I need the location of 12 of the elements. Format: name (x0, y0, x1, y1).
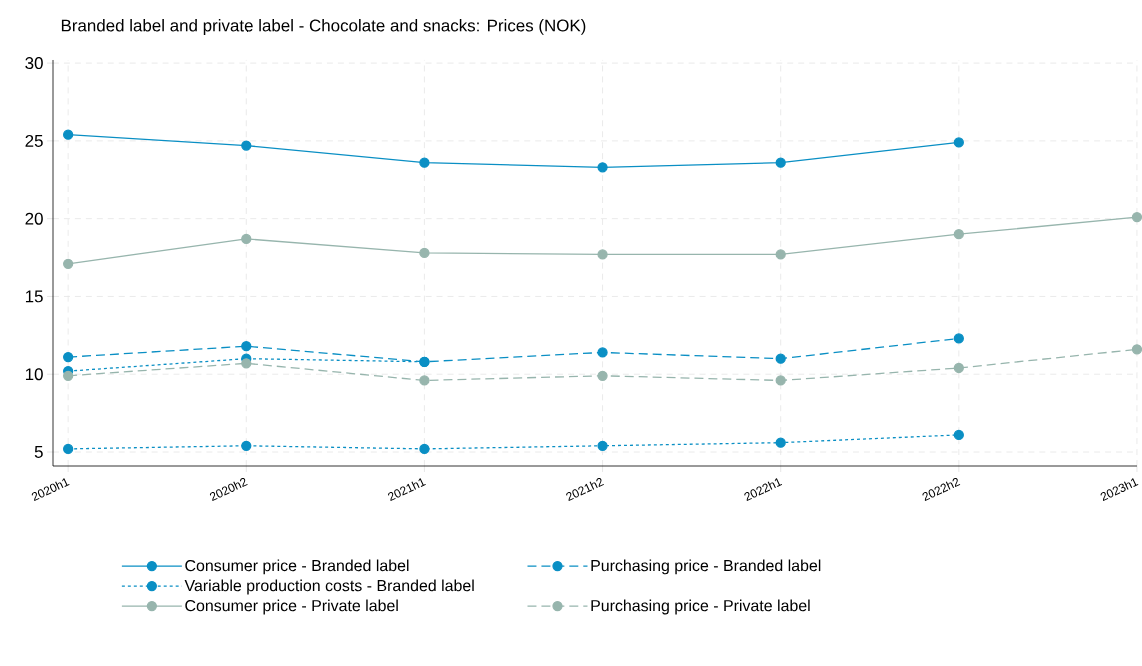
y-tick-label: 30 (25, 57, 43, 70)
legend-label: Variable production costs - Branded label (184, 579, 474, 595)
y-tick-label: 5 (34, 446, 43, 458)
y-tick-label: 25 (25, 134, 43, 147)
y-tick-label: 20 (25, 212, 43, 225)
legend-label: Purchasing price - Private label (591, 599, 810, 615)
legend-label: Purchasing price - Branded label (591, 559, 821, 575)
chart-title: Branded label and private label - Chocolate and snacks: Prices (NOK) (61, 19, 586, 35)
legend-label: Consumer price - Private label (185, 599, 398, 615)
y-tick-label: 15 (25, 290, 43, 303)
legend-label: Consumer price - Branded label (185, 559, 409, 575)
y-tick-label: 10 (25, 368, 43, 381)
